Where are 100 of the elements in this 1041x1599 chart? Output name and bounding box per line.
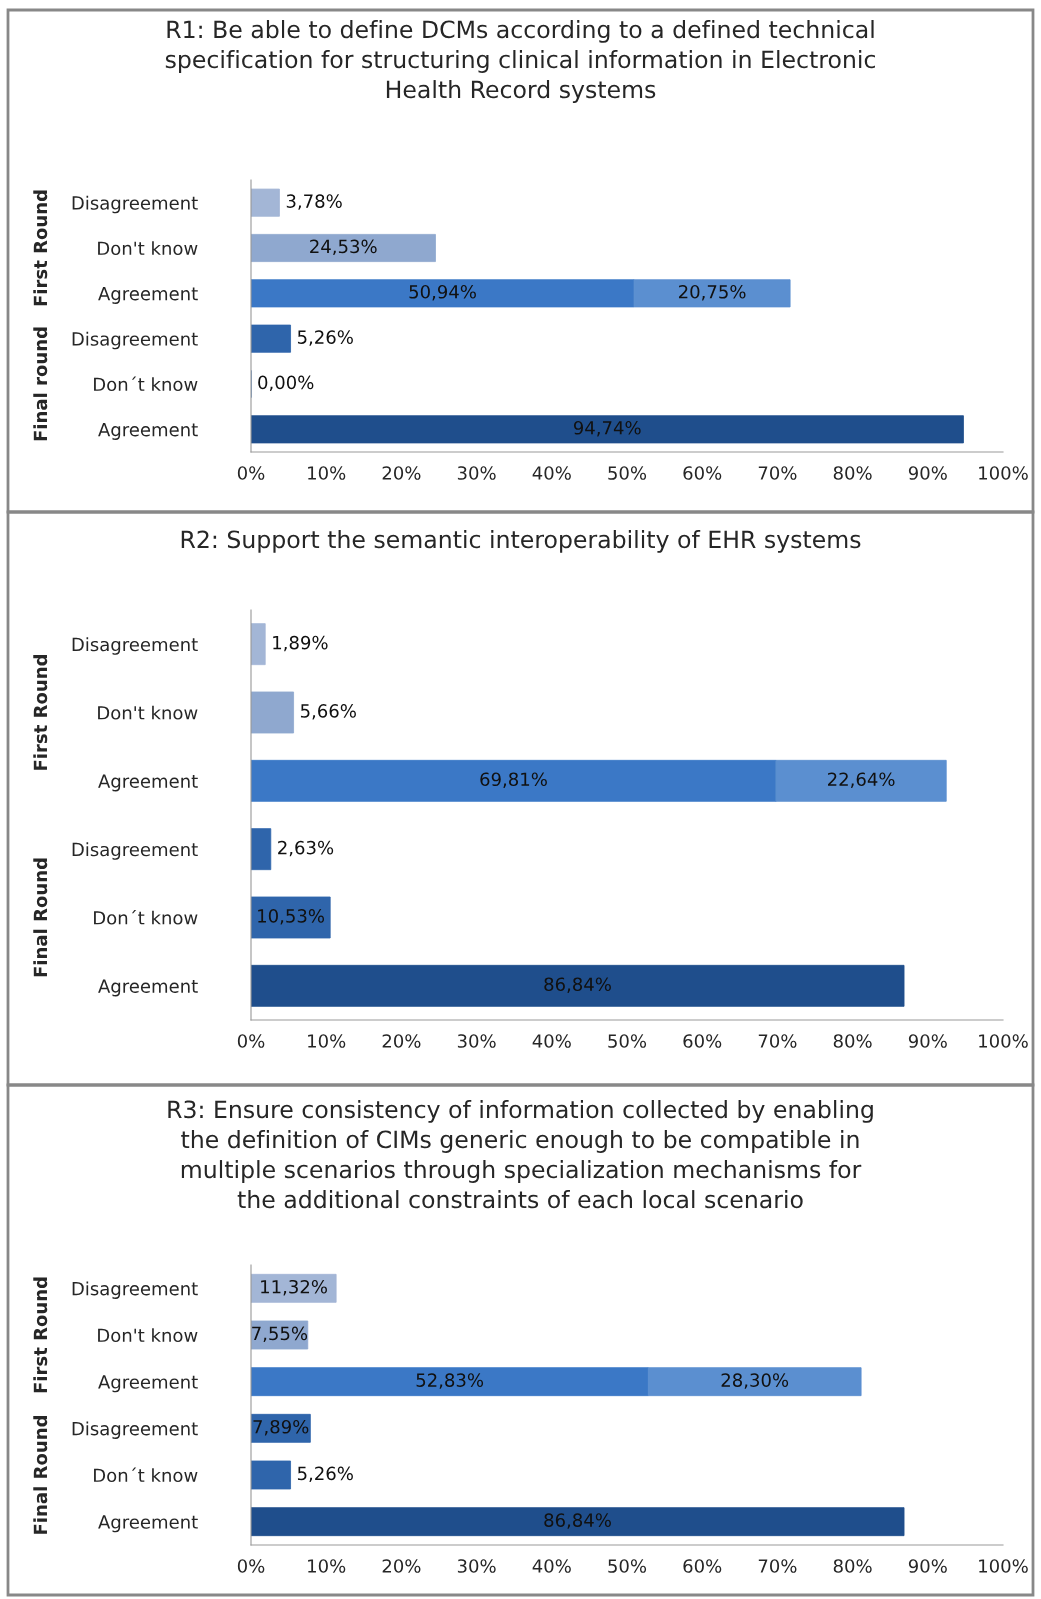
y-tick-label: Don't know bbox=[98, 1328, 198, 1343]
data-label: 7,55% bbox=[252, 1326, 308, 1343]
x-tick-label: 60% bbox=[683, 1034, 722, 1048]
x-tick-label: 80% bbox=[833, 1559, 872, 1573]
y-tick-label: Agreement bbox=[98, 979, 198, 997]
bar bbox=[251, 623, 266, 666]
bar bbox=[251, 233, 436, 263]
bar bbox=[251, 759, 777, 802]
x-tick-label: 70% bbox=[758, 1034, 797, 1048]
x-tick-label: 100% bbox=[979, 466, 1028, 480]
y-tick-label: Don´t know bbox=[94, 376, 198, 392]
text: First Round bbox=[33, 190, 48, 306]
bar bbox=[251, 188, 280, 217]
chart-title: R1: Be able to define DCMs according to a defined technical specification for structuring clinical information in Electronic Health Record systems bbox=[165, 20, 875, 103]
data-label: 5,26% bbox=[297, 330, 353, 346]
bar bbox=[251, 1507, 905, 1537]
x-tick-label: 20% bbox=[382, 466, 421, 480]
bar bbox=[775, 759, 947, 802]
text: Final Round bbox=[33, 1416, 48, 1534]
data-label: 86,84% bbox=[544, 977, 611, 993]
bar bbox=[251, 964, 905, 1007]
y-tick-label: Don't know bbox=[98, 705, 198, 720]
bar bbox=[633, 279, 791, 308]
data-label: 24,53% bbox=[310, 239, 377, 256]
x-tick-label: 30% bbox=[457, 1034, 496, 1048]
bar bbox=[251, 896, 331, 939]
y-tick-label: Agreement bbox=[98, 1375, 198, 1393]
x-tick-label: 40% bbox=[532, 1559, 571, 1573]
bar bbox=[647, 1367, 862, 1397]
bar bbox=[251, 1460, 291, 1490]
data-label: 11,32% bbox=[261, 1279, 327, 1296]
data-label: 50,94% bbox=[409, 284, 476, 301]
data-label: 86,84% bbox=[544, 1513, 611, 1529]
y-tick-label: Disagreement bbox=[72, 1421, 198, 1439]
data-label: 52,83% bbox=[416, 1373, 484, 1389]
x-tick-label: 50% bbox=[608, 466, 647, 480]
data-label: 10,53% bbox=[258, 909, 325, 925]
bar bbox=[251, 324, 291, 353]
chart-title: R2: Support the semantic interoperability of EHR systems bbox=[181, 530, 861, 553]
x-tick-label: 20% bbox=[382, 1559, 421, 1573]
x-tick-label: 70% bbox=[758, 1559, 797, 1573]
data-label: 28,30% bbox=[721, 1373, 789, 1389]
y-tick-label: Agreement bbox=[98, 287, 198, 304]
y-tick-label: Disagreement bbox=[72, 1281, 198, 1299]
x-tick-label: 0% bbox=[237, 1559, 265, 1573]
x-tick-label: 0% bbox=[237, 1034, 265, 1048]
y-tick-label: Agreement bbox=[98, 1515, 198, 1533]
data-label: 69,81% bbox=[480, 772, 547, 788]
x-tick-label: 10% bbox=[308, 466, 346, 480]
bar bbox=[251, 1367, 649, 1397]
data-label: 22,64% bbox=[828, 772, 895, 788]
y-tick-label: Disagreement bbox=[72, 195, 198, 214]
x-tick-label: 30% bbox=[457, 1559, 496, 1573]
data-label: 7,89% bbox=[253, 1419, 309, 1436]
bar bbox=[251, 828, 272, 871]
bar bbox=[251, 1320, 309, 1350]
x-tick-label: 80% bbox=[833, 1034, 872, 1048]
x-tick-label: 40% bbox=[532, 1034, 571, 1048]
bar bbox=[251, 691, 294, 734]
text: Final round bbox=[33, 327, 48, 441]
x-tick-label: 50% bbox=[608, 1559, 647, 1573]
data-label: 5,66% bbox=[300, 704, 356, 720]
x-tick-label: 30% bbox=[457, 466, 496, 480]
x-tick-label: 100% bbox=[979, 1559, 1028, 1573]
y-tick-label: Disagreement bbox=[72, 331, 198, 350]
data-label: 20,75% bbox=[678, 284, 746, 301]
x-tick-label: 10% bbox=[308, 1559, 346, 1573]
data-label: 5,26% bbox=[297, 1466, 353, 1483]
data-label: 3,78% bbox=[286, 194, 342, 210]
x-tick-label: 90% bbox=[908, 1559, 947, 1573]
y-tick-label: Disagreement bbox=[72, 842, 198, 860]
y-tick-label: Don´t know bbox=[94, 1467, 198, 1483]
x-tick-label: 40% bbox=[532, 466, 571, 480]
x-tick-label: 60% bbox=[683, 1559, 722, 1573]
chart-title: R3: Ensure consistency of information collected by enabling the definition of CIMs generic enough to be compatible in multiple scenarios through specialization mechanisms for the additional constraints of each local scenario bbox=[168, 1100, 873, 1209]
bar bbox=[251, 1273, 337, 1303]
x-tick-label: 100% bbox=[979, 1034, 1028, 1048]
x-tick-label: 50% bbox=[608, 1034, 647, 1048]
data-label: 94,74% bbox=[573, 420, 641, 437]
bar bbox=[251, 415, 964, 444]
x-tick-label: 20% bbox=[382, 1034, 421, 1048]
text: First Round bbox=[33, 655, 48, 770]
text: Final Round bbox=[33, 858, 48, 977]
y-tick-label: Disagreement bbox=[72, 637, 198, 655]
y-tick-label: Don't know bbox=[98, 241, 198, 256]
data-label: 2,63% bbox=[278, 840, 334, 857]
x-tick-label: 80% bbox=[833, 466, 872, 480]
x-tick-label: 90% bbox=[908, 466, 947, 480]
y-tick-label: Agreement bbox=[98, 774, 198, 792]
data-label: 1,89% bbox=[273, 635, 328, 652]
y-tick-label: Agreement bbox=[98, 423, 198, 440]
x-tick-label: 10% bbox=[308, 1034, 346, 1048]
bar bbox=[251, 279, 635, 308]
text: First Round bbox=[33, 1277, 48, 1393]
x-tick-label: 0% bbox=[237, 466, 265, 480]
y-tick-label: Don´t know bbox=[94, 909, 198, 925]
x-tick-label: 70% bbox=[758, 466, 797, 480]
data-label: 0,00% bbox=[258, 375, 314, 392]
x-tick-label: 60% bbox=[683, 466, 722, 480]
x-tick-label: 90% bbox=[908, 1034, 947, 1048]
